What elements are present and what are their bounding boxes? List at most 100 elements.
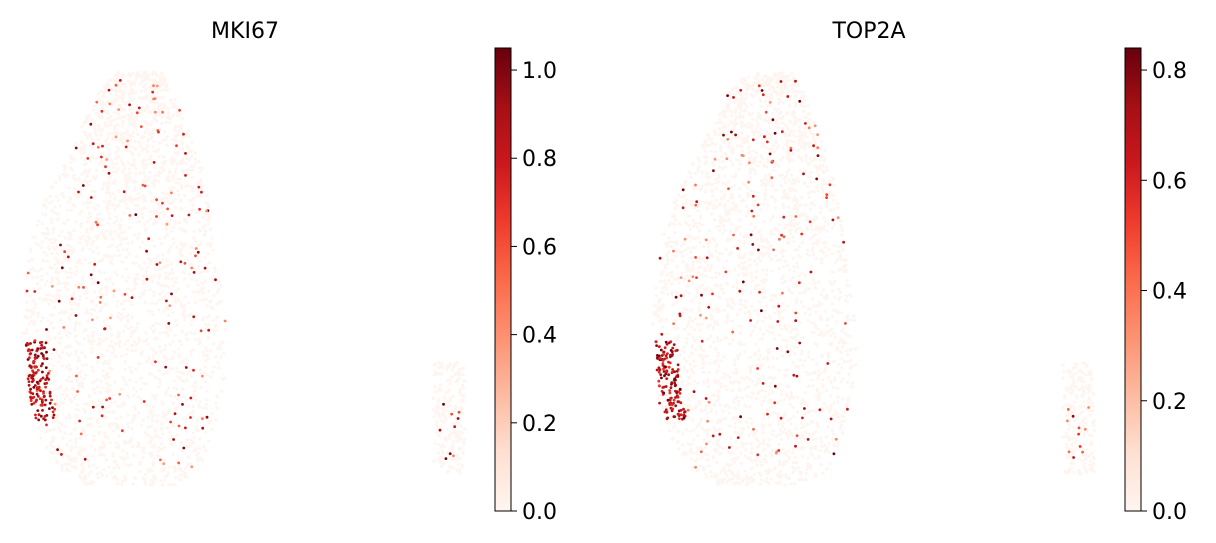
cell-point	[211, 306, 215, 310]
cell-point	[106, 185, 110, 189]
cell-point	[462, 442, 466, 446]
cell-point	[102, 319, 106, 323]
cell-point	[827, 441, 831, 445]
cell-point	[67, 186, 71, 190]
cell-point	[457, 439, 461, 443]
cell-point	[844, 263, 848, 267]
cell-point	[100, 452, 104, 456]
cell-point	[97, 259, 101, 264]
cell-point	[795, 339, 799, 343]
cell-point	[66, 253, 71, 257]
cell-point	[753, 199, 757, 203]
cell-point	[169, 262, 173, 266]
cell-point	[826, 222, 831, 226]
cell-point	[100, 115, 104, 119]
cell-point	[733, 425, 737, 429]
cell-point	[442, 420, 446, 424]
cell-point	[180, 427, 184, 431]
cell-point	[36, 368, 40, 372]
cell-point	[102, 361, 106, 365]
cell-point	[156, 435, 160, 439]
cell-point	[107, 132, 111, 136]
cell-point	[748, 416, 752, 420]
cell-point	[180, 136, 184, 140]
cell-point	[173, 151, 177, 155]
cell-point	[675, 203, 679, 208]
cell-point	[128, 106, 133, 110]
cell-point	[100, 155, 103, 159]
cell-point	[836, 444, 840, 448]
cell-point	[134, 117, 139, 122]
cell-point	[64, 365, 68, 369]
cell-point	[159, 350, 163, 354]
cell-point	[737, 225, 742, 229]
cell-point	[90, 190, 94, 194]
cell-point	[767, 245, 771, 249]
cell-point	[720, 482, 724, 486]
cell-point	[688, 316, 692, 320]
cell-point	[435, 423, 439, 427]
cell-point	[189, 416, 192, 419]
cell-point	[790, 87, 794, 91]
cell-point	[766, 408, 770, 412]
cell-point	[697, 306, 701, 310]
cell-point	[132, 393, 136, 397]
cell-point	[95, 304, 99, 308]
cell-point	[129, 145, 133, 149]
cell-point	[718, 403, 722, 407]
cell-point	[744, 420, 748, 424]
cell-point	[166, 291, 170, 295]
cell-point	[81, 184, 85, 187]
cell-point	[53, 336, 57, 340]
cell-point	[137, 106, 141, 110]
cell-point	[117, 443, 121, 447]
cell-point	[175, 323, 179, 327]
cell-point	[111, 345, 115, 349]
cell-point	[28, 349, 32, 352]
cell-point	[673, 231, 677, 235]
cell-point	[185, 183, 189, 187]
cell-point	[205, 389, 209, 393]
cell-point	[799, 300, 804, 304]
cell-point	[795, 261, 799, 265]
cell-point	[809, 378, 813, 382]
cell-point	[161, 253, 165, 257]
cell-point	[41, 346, 45, 349]
cell-point	[778, 258, 783, 262]
cell-point	[212, 293, 216, 297]
cell-point	[458, 367, 462, 371]
cell-point	[162, 331, 166, 335]
cell-point	[164, 84, 168, 88]
cell-point	[725, 319, 730, 323]
cell-point	[215, 290, 219, 295]
cell-point	[27, 322, 31, 326]
cell-point	[101, 231, 105, 235]
cell-point	[747, 425, 751, 429]
cell-point	[685, 269, 689, 273]
cell-point	[773, 107, 777, 111]
cell-point	[685, 284, 689, 288]
cell-point	[150, 478, 154, 482]
cell-point	[130, 200, 134, 204]
cell-point	[104, 155, 108, 159]
cell-point	[791, 361, 795, 365]
cell-point	[714, 187, 719, 191]
cell-point	[27, 380, 31, 383]
cell-point	[163, 344, 168, 348]
cell-point	[77, 384, 81, 388]
cell-point	[731, 163, 735, 167]
cell-point	[73, 421, 78, 425]
cell-point	[95, 420, 100, 425]
cell-point	[174, 296, 178, 300]
cell-point	[110, 254, 114, 258]
cell-point	[160, 71, 164, 75]
cell-point	[50, 352, 54, 356]
cell-point	[448, 362, 452, 366]
cell-point	[824, 364, 828, 369]
cell-point	[107, 324, 111, 328]
cell-point	[46, 334, 50, 338]
cell-point	[70, 465, 74, 469]
cell-point	[79, 375, 83, 379]
cell-point	[104, 235, 108, 239]
cell-point	[765, 130, 769, 134]
